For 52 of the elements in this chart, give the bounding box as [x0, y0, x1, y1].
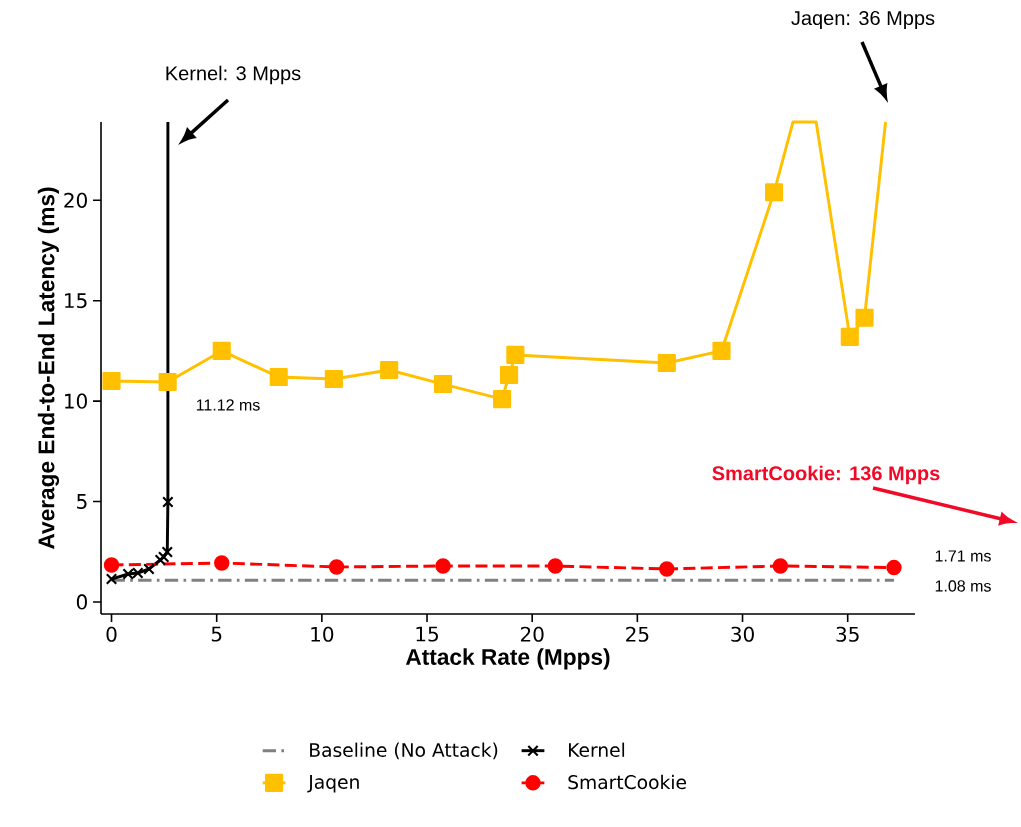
point: [328, 559, 345, 575]
y-tick-label: 5: [77, 494, 87, 509]
point: [886, 559, 902, 576]
text: 1.08 ms: [935, 580, 991, 592]
point: [102, 371, 121, 391]
y-tick-label: 10: [65, 393, 87, 409]
x-tick-label: 20: [520, 626, 544, 642]
y-tick-label: 20: [64, 192, 87, 208]
point: [214, 555, 230, 571]
x-tick-label: 35: [836, 626, 859, 642]
point: [158, 372, 177, 392]
point: [143, 563, 155, 575]
x-tick-label: 30: [731, 626, 754, 642]
annotation: SmartCookie: 136 Mpps: [712, 465, 940, 485]
legend-label: Jaqen: [307, 775, 359, 793]
legend-label: Baseline (No Attack): [310, 742, 498, 760]
point: [269, 367, 288, 387]
point: [324, 369, 343, 389]
x-tick-label: 5: [211, 626, 222, 642]
point: [493, 390, 512, 409]
point: [435, 558, 451, 574]
point: [433, 374, 453, 394]
point: [855, 308, 874, 327]
point: [547, 558, 564, 574]
annotation: 11.12 ms: [196, 399, 260, 411]
point: [162, 496, 174, 508]
legend-label: SmartCookie: [568, 774, 687, 790]
point: [103, 557, 120, 573]
text: Kernel: 3 Mpps: [166, 65, 301, 85]
point: [380, 360, 399, 380]
text: 1.71 ms: [935, 550, 991, 562]
text: Jaqen: 36 Mpps: [791, 10, 935, 30]
legend-label: Kernel: [569, 742, 625, 758]
point: [765, 183, 784, 202]
point: [499, 365, 519, 385]
x-tick-label: 15: [416, 626, 438, 642]
x-tick-label: 25: [626, 626, 649, 642]
point: [712, 341, 731, 360]
point: [840, 327, 859, 346]
point: [506, 345, 525, 364]
point: [657, 353, 676, 373]
x-tick-label: 10: [311, 626, 334, 642]
y-tick-label: 0: [76, 594, 87, 610]
point: [212, 341, 231, 360]
y-axis-title: Average End-to-End Latency (ms): [37, 187, 60, 549]
x-axis-title: Attack Rate (Mpps): [405, 648, 610, 670]
point: [105, 573, 118, 585]
x-tick-label: 0: [106, 626, 117, 642]
point: [659, 561, 675, 577]
point: [772, 558, 789, 574]
point: [161, 546, 174, 558]
y-tick-label: 15: [65, 293, 87, 309]
